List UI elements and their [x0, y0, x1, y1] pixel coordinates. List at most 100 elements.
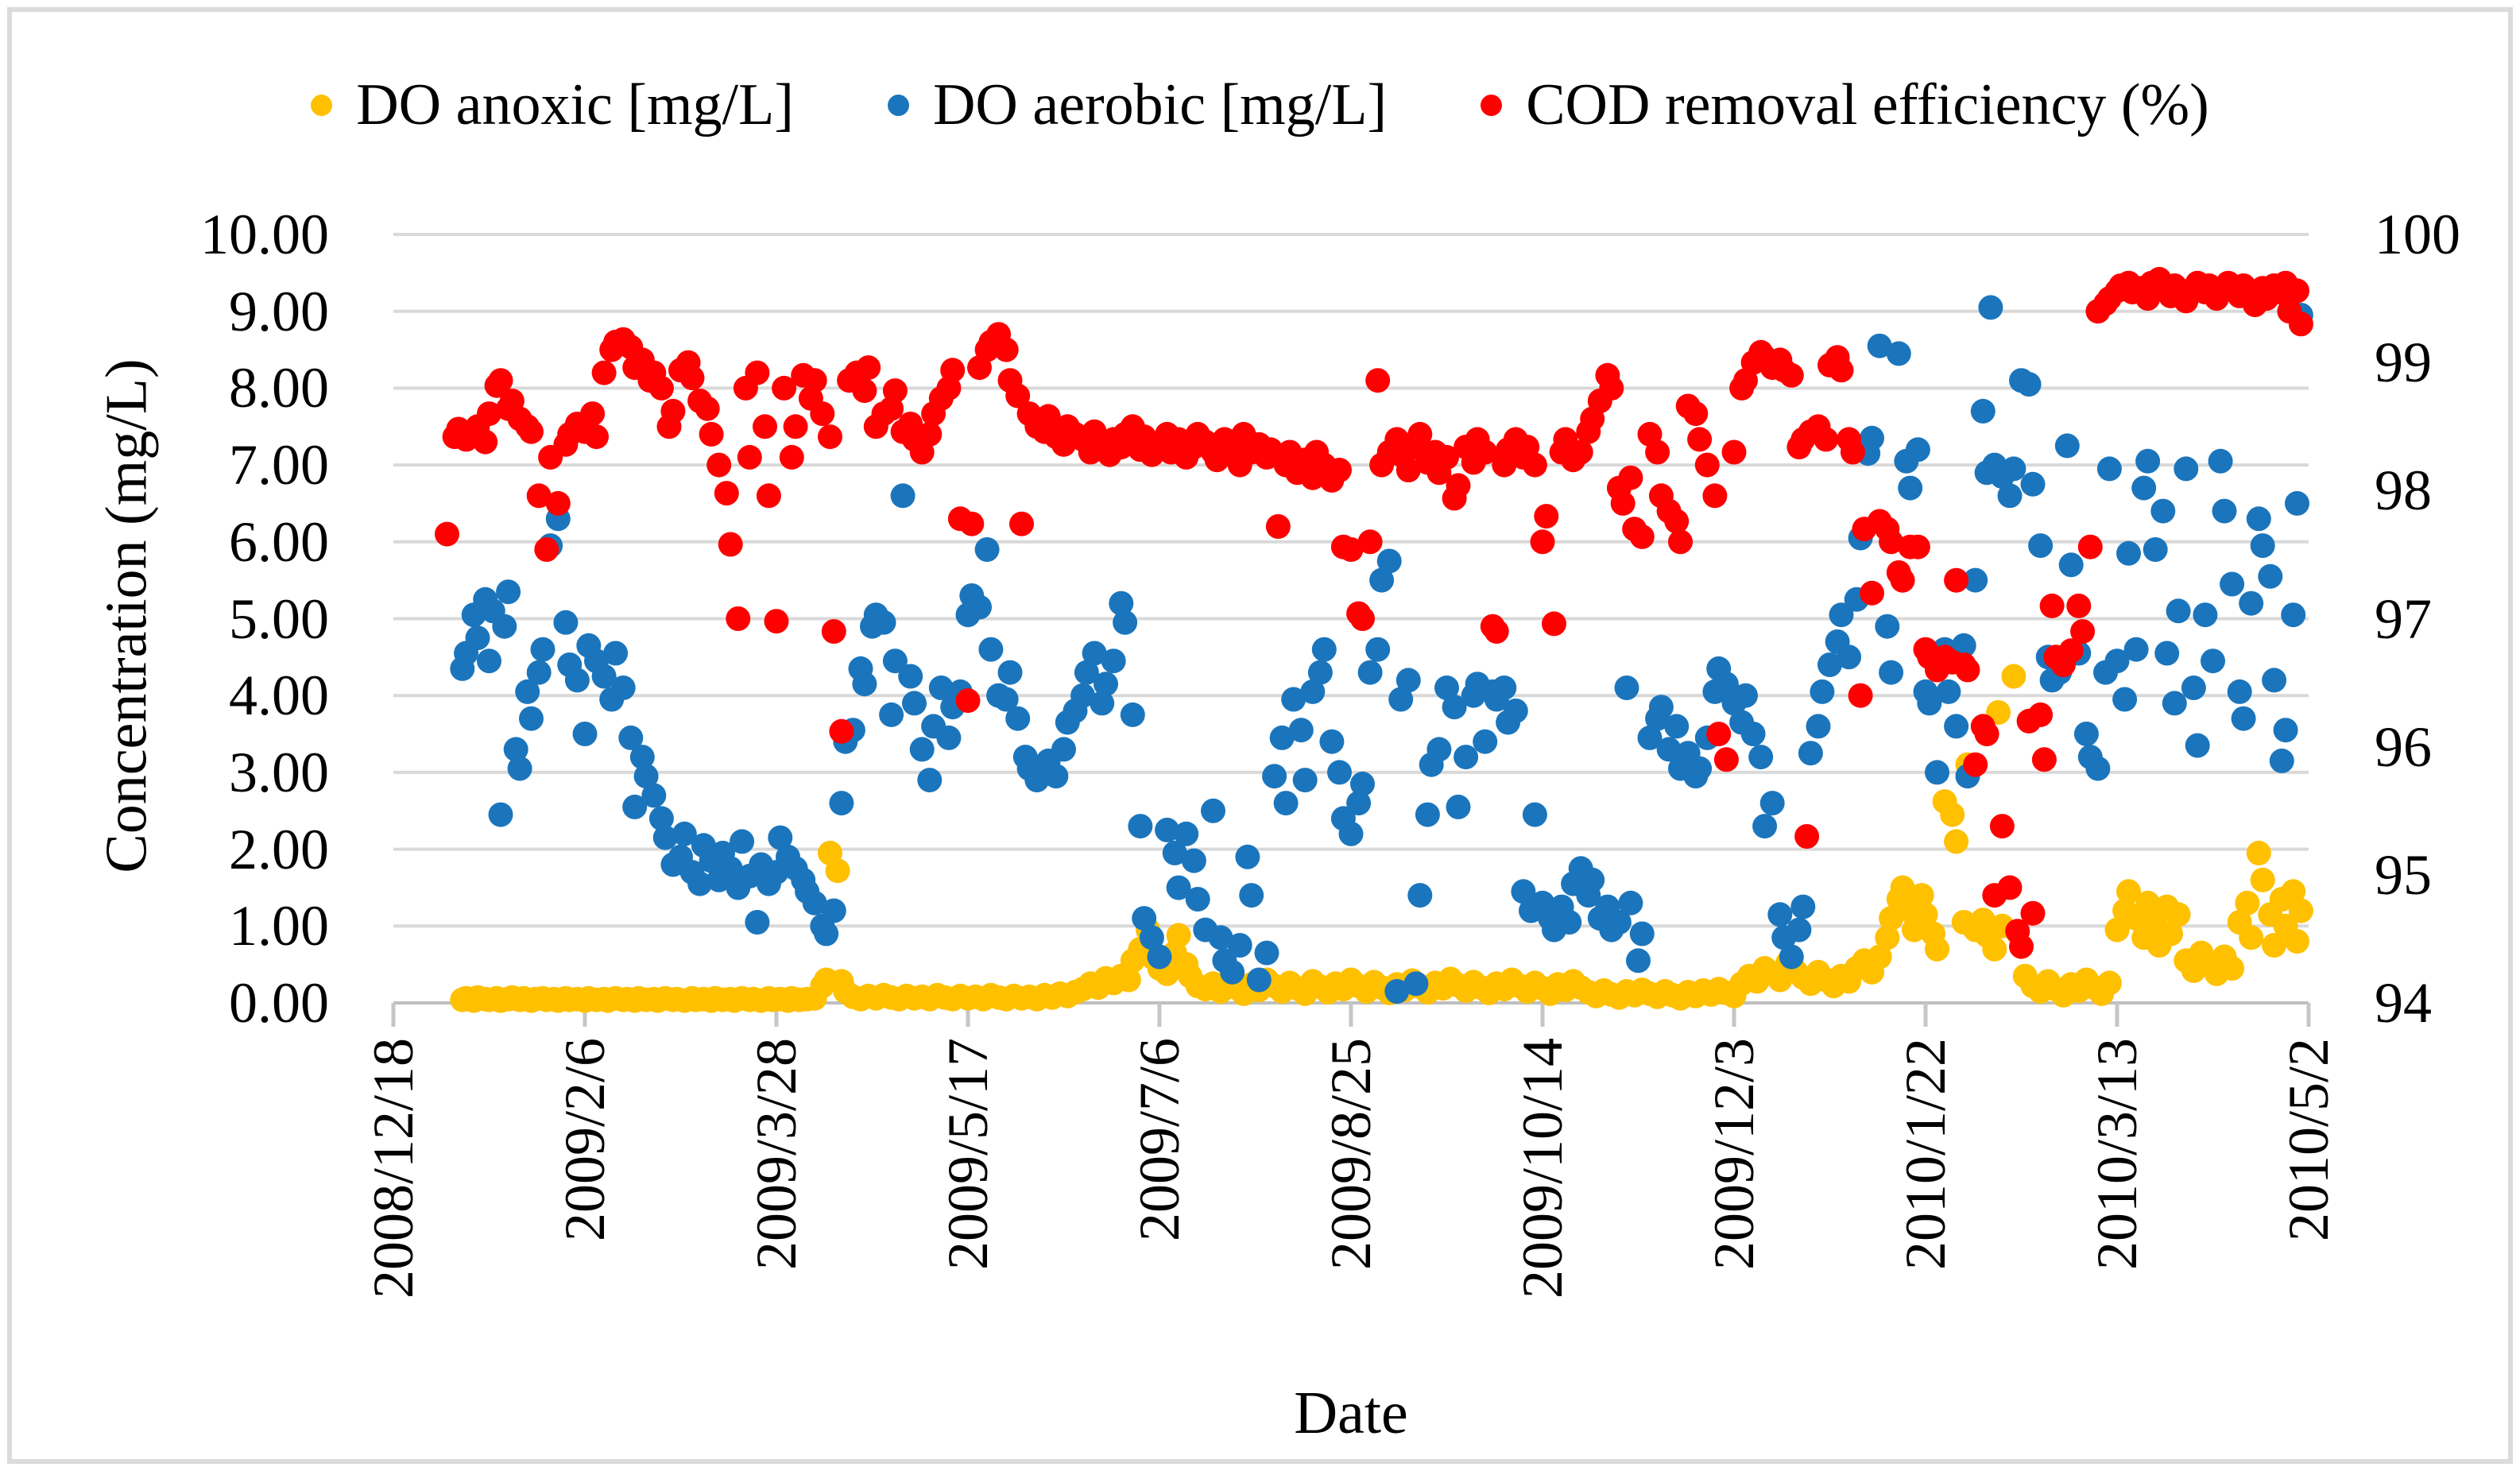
data-point: [1664, 714, 1690, 739]
data-point: [1258, 437, 1283, 463]
y-left-tick-label: 8.00: [229, 356, 329, 420]
data-point: [1890, 875, 1915, 900]
data-point: [706, 452, 732, 478]
legend-item-do-anoxic: DO anoxic [mg/L]: [311, 75, 794, 134]
data-point: [1606, 910, 1632, 935]
data-point: [2281, 879, 2306, 904]
data-point: [1875, 614, 1900, 639]
data-point: [1599, 375, 1624, 401]
data-point: [879, 702, 904, 727]
data-point: [753, 414, 777, 439]
data-point: [1369, 567, 1395, 593]
data-point: [714, 481, 739, 506]
data-point: [1113, 610, 1138, 635]
data-point: [829, 718, 854, 744]
data-point: [1779, 362, 1804, 388]
data-point: [1181, 848, 1206, 873]
data-point: [1963, 752, 1988, 777]
data-point: [993, 687, 1019, 712]
y-right-tick-label: 96: [2375, 714, 2432, 779]
data-point: [629, 745, 655, 770]
data-point: [1713, 672, 1739, 697]
y-right-tick-label: 94: [2375, 971, 2432, 1035]
data-point: [1913, 902, 1938, 927]
data-point: [871, 610, 896, 635]
data-point: [1721, 439, 1747, 465]
data-point: [2262, 668, 2287, 693]
data-point: [1810, 679, 1835, 704]
data-point: [1522, 802, 1547, 827]
data-point: [764, 609, 789, 634]
data-point: [852, 672, 877, 697]
data-point: [1395, 668, 1421, 693]
data-point: [1879, 529, 1904, 555]
data-point: [1614, 675, 1639, 700]
data-point: [1626, 948, 1651, 974]
data-point: [1446, 473, 1471, 498]
series-cod-removal-efficiency-: [435, 266, 2313, 959]
data-point: [745, 910, 770, 935]
data-point: [1817, 652, 1842, 677]
data-point: [1235, 844, 1260, 869]
y-right-tick-label: 95: [2375, 842, 2432, 907]
x-tick-label: 2009/7/6: [1128, 1038, 1191, 1242]
data-point: [1376, 548, 1402, 574]
data-point: [1867, 944, 1892, 970]
data-point: [967, 594, 992, 620]
legend: DO anoxic [mg/L] DO aerobic [mg/L] COD r…: [0, 49, 2520, 161]
data-point: [580, 401, 606, 427]
data-point: [2066, 593, 2092, 618]
data-point: [1265, 514, 1291, 539]
data-point: [1767, 902, 1793, 927]
data-point: [997, 660, 1023, 685]
x-tick-label: 2009/8/25: [1319, 1038, 1383, 1271]
data-point: [978, 637, 1004, 662]
data-point: [1273, 791, 1299, 816]
data-point: [2166, 598, 2191, 624]
data-point: [515, 679, 540, 704]
data-point: [917, 768, 943, 793]
data-point: [2070, 619, 2096, 645]
y-left-tick-label: 2.00: [229, 817, 329, 881]
data-point: [1220, 959, 1245, 985]
data-point: [672, 821, 697, 846]
data-point: [2131, 475, 2157, 501]
data-point: [2273, 718, 2298, 743]
x-tick-label: 2010/3/13: [2085, 1038, 2149, 1271]
data-point: [2058, 552, 2084, 578]
data-point: [2112, 687, 2138, 712]
x-tick-label: 2009/5/17: [936, 1038, 1000, 1271]
data-point: [718, 856, 743, 881]
data-point: [726, 606, 751, 631]
data-point: [1610, 490, 1635, 516]
data-point: [1454, 745, 1479, 770]
data-point: [1166, 923, 1191, 948]
data-point: [1905, 534, 1930, 559]
data-point: [2028, 533, 2054, 559]
data-point: [1155, 817, 1180, 842]
data-point: [856, 355, 881, 381]
data-point: [2269, 748, 2294, 773]
data-point: [2262, 933, 2287, 958]
data-point: [814, 921, 839, 946]
data-point: [2220, 571, 2245, 597]
data-point: [1875, 925, 1900, 950]
data-point: [526, 483, 552, 509]
data-point: [1503, 699, 1528, 723]
data-point: [526, 660, 552, 685]
data-point: [2281, 602, 2306, 628]
data-point: [648, 806, 674, 831]
data-point: [591, 664, 617, 689]
data-point: [928, 675, 954, 700]
legend-label: DO aerobic [mg/L]: [932, 72, 1388, 137]
data-point: [829, 791, 854, 816]
y-right-tick-label: 99: [2375, 331, 2432, 395]
data-point: [1829, 358, 1854, 383]
data-point: [2231, 706, 2256, 731]
data-point: [2162, 691, 2187, 716]
data-point: [909, 737, 935, 762]
data-point: [1070, 683, 1096, 708]
data-point: [687, 871, 713, 896]
data-point: [699, 421, 724, 447]
